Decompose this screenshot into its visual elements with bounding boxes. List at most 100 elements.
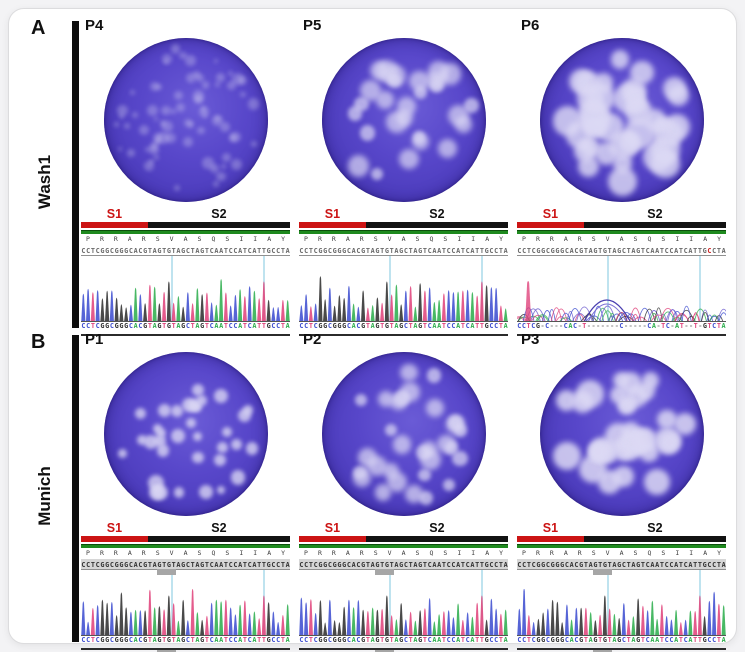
plaque-spot [251, 140, 257, 147]
plaque-spot [392, 435, 412, 455]
plaque-spot [152, 484, 168, 500]
chromatogram [299, 595, 508, 636]
s1-bar [517, 222, 584, 228]
plaque-spot [149, 158, 155, 164]
plaque-spot [193, 90, 205, 102]
plaque-spot [400, 363, 418, 381]
s1-s2-bars [299, 222, 508, 228]
plaque-spot [213, 389, 228, 404]
plaque-spot [552, 106, 583, 136]
plaque-spot [132, 112, 138, 119]
plaque-spot [214, 453, 226, 466]
passage-label: P6 [521, 17, 540, 34]
s1-s2-bars [81, 222, 290, 228]
plaque-spot [426, 399, 444, 418]
plaque-spot [418, 468, 431, 482]
plaque-spot [154, 155, 160, 161]
plaque-assay-dish [103, 352, 268, 516]
plaque-spot [454, 424, 467, 437]
green-underline [299, 230, 508, 234]
s2-bar [365, 222, 508, 228]
chromatogram [81, 279, 290, 322]
plaque-spot [619, 372, 643, 396]
plaque-spot [608, 166, 638, 197]
passage-label: P4 [85, 17, 104, 34]
plaque-spot [183, 137, 193, 147]
plaque-spot [157, 403, 172, 418]
s1-label: S1 [106, 521, 123, 535]
plaque-spot [126, 148, 135, 157]
trace-underline [299, 334, 508, 336]
plaque-spot [633, 428, 657, 452]
plaque-spot [216, 486, 225, 495]
plaque-spot [396, 96, 416, 116]
s1-bar [81, 536, 148, 542]
trace-underline [81, 648, 290, 650]
plaque-spot [196, 395, 207, 406]
green-underline [517, 544, 726, 548]
trace-underline [299, 648, 508, 650]
plaque-spot [185, 417, 197, 429]
s1-s2-labels: S1 S2 [517, 521, 726, 536]
plaque-spot [584, 82, 616, 114]
panel-letter: A [31, 17, 46, 39]
plaque-spot [657, 410, 677, 430]
plaque-spot [153, 137, 162, 146]
plaque-spot [213, 59, 218, 64]
s1-s2-labels: S1 S2 [81, 521, 290, 536]
plaque-spot [156, 131, 169, 144]
plaque-spot [212, 180, 220, 188]
plaque-spot [384, 423, 397, 436]
plaque-spot [231, 159, 243, 171]
plaque-spot [618, 131, 642, 155]
plaque-spot [420, 449, 441, 471]
passage-label: P3 [521, 331, 540, 348]
plaque-spot [173, 185, 180, 192]
plaque-spot [227, 80, 237, 90]
plaque-spot [426, 368, 442, 383]
trace-underline [517, 648, 726, 650]
plaque-spot [174, 91, 184, 101]
plaque-spot [114, 122, 119, 127]
s1-s2-bars [517, 222, 726, 228]
plaque-spot [153, 117, 159, 122]
plaque-spot [183, 119, 192, 128]
plaque-spot [124, 122, 131, 129]
highlight-marker-top [593, 569, 613, 575]
chromatogram [517, 281, 726, 322]
plaque-spot [230, 439, 242, 450]
plaque-spot [162, 121, 173, 132]
plaque-spot [146, 104, 159, 117]
plaque-spot [229, 133, 238, 142]
s1-label: S1 [106, 207, 123, 221]
plaque-spot [216, 172, 226, 182]
plaque-spot [230, 470, 246, 485]
plaque-spot [216, 73, 225, 82]
plaque-assay-dish [321, 352, 486, 516]
trace-underline [517, 334, 726, 336]
chromatogram [517, 589, 726, 636]
plaque-spot [411, 132, 430, 150]
plaque-spot [650, 149, 680, 179]
highlight-marker-bottom [375, 650, 395, 652]
plaque-spot [553, 441, 582, 470]
s1-s2-labels: S1 S2 [299, 521, 508, 536]
plaque-spot [193, 71, 200, 78]
plaque-spot [192, 431, 202, 441]
plaque-spot [571, 390, 594, 413]
s2-bar [147, 222, 290, 228]
plaque-spot [377, 390, 394, 407]
plaque-spot [217, 442, 228, 453]
plaque-spot [399, 148, 420, 169]
plaque-spot [149, 144, 160, 155]
panel-b-gutter: B Munich [19, 329, 81, 650]
